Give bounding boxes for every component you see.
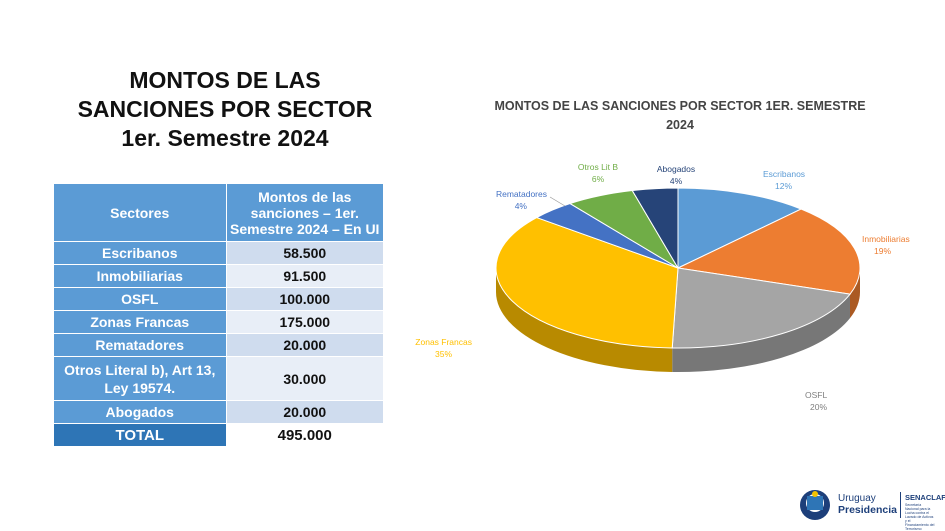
total-value: 495.000 bbox=[226, 424, 383, 446]
header-amount-line: Semestre 2024 – En UI bbox=[230, 220, 380, 237]
pie-slice-side bbox=[672, 294, 850, 372]
table-row: Inmobiliarias 91.500 bbox=[54, 265, 383, 287]
sector-cell: Zonas Francas bbox=[54, 311, 226, 333]
slide-title: MONTOS DE LAS SANCIONES POR SECTOR 1er. … bbox=[60, 66, 390, 153]
sector-cell: Rematadores bbox=[54, 334, 226, 356]
amount-cell: 100.000 bbox=[226, 288, 383, 310]
slide-title-line: SANCIONES POR SECTOR bbox=[77, 96, 373, 122]
sector-cell: Inmobiliarias bbox=[54, 265, 226, 287]
pie-label-category: Escribanos bbox=[763, 169, 805, 179]
pie-label-category: Rematadores bbox=[496, 189, 547, 199]
header-amount-line: sanciones – 1er. bbox=[250, 204, 359, 221]
table-row: Abogados 20.000 bbox=[54, 401, 383, 423]
slide-title-line: MONTOS DE LAS bbox=[129, 67, 321, 93]
pie-leader-line bbox=[549, 196, 566, 207]
logo-senaclaft-subtitle: Secretaría Nacional para la Lucha contra… bbox=[905, 503, 935, 531]
header-amount: Montos de las sanciones – 1er. Semestre … bbox=[226, 184, 383, 241]
sector-cell: Escribanos bbox=[54, 242, 226, 264]
header-sector: Sectores bbox=[54, 184, 226, 241]
chart-title-line: 2024 bbox=[666, 118, 694, 132]
amount-cell: 91.500 bbox=[226, 265, 383, 287]
pie-label-percent: 6% bbox=[592, 174, 605, 184]
pie-slice-side bbox=[496, 268, 673, 372]
total-row: TOTAL 495.000 bbox=[54, 424, 383, 446]
logo-divider bbox=[900, 492, 901, 518]
pie-label-category: Zonas Francas bbox=[415, 337, 472, 347]
sector-cell: Otros Literal b), Art 13, Ley 19574. bbox=[54, 357, 226, 400]
pie-slice-escribanos bbox=[677, 187, 803, 269]
pie-chart: Escribanos 12% Inmobiliarias 19% OSFL 20% Zona… bbox=[415, 162, 910, 412]
pie-label-percent: 4% bbox=[515, 201, 528, 211]
slide-title-line: 1er. Semestre 2024 bbox=[121, 125, 329, 151]
pie-label-category: Inmobiliarias bbox=[862, 234, 910, 244]
pie-label-category: OSFL bbox=[805, 390, 827, 400]
amount-cell: 30.000 bbox=[226, 357, 383, 400]
pie-slice-osfl bbox=[671, 267, 851, 349]
chart-title: MONTOS DE LAS SANCIONES POR SECTOR 1ER. … bbox=[480, 97, 880, 135]
logo-senaclaft: SENACLAFT bbox=[905, 493, 945, 502]
pie-label-category: Otros Lit B bbox=[578, 162, 618, 172]
presidencia-logo: Uruguay Presidencia SENACLAFT Secretaría… bbox=[795, 486, 945, 531]
pie-label-percent: 19% bbox=[874, 246, 891, 256]
coat-of-arms-icon bbox=[800, 490, 830, 520]
pie-label-category: Abogados bbox=[657, 164, 695, 174]
logo-presidencia: Presidencia bbox=[838, 504, 897, 516]
pie-slice-zonas-francas bbox=[495, 217, 679, 349]
table-row: OSFL 100.000 bbox=[54, 288, 383, 310]
logo-uruguay: Uruguay bbox=[838, 493, 876, 504]
amount-cell: 20.000 bbox=[226, 401, 383, 423]
pie-slice-side bbox=[849, 268, 860, 319]
chart-title-line: MONTOS DE LAS SANCIONES POR SECTOR 1ER. … bbox=[494, 99, 866, 113]
table-row: Rematadores 20.000 bbox=[54, 334, 383, 356]
pie-label-percent: 12% bbox=[775, 181, 792, 191]
table-row: Escribanos 58.500 bbox=[54, 242, 383, 264]
table-row: Zonas Francas 175.000 bbox=[54, 311, 383, 333]
pie-label-percent: 4% bbox=[670, 176, 683, 186]
total-label: TOTAL bbox=[54, 424, 226, 446]
pie-label-percent: 20% bbox=[810, 402, 827, 412]
pie-label-percent: 35% bbox=[435, 349, 452, 359]
sector-cell: OSFL bbox=[54, 288, 226, 310]
pie-side-walls bbox=[496, 268, 860, 372]
amount-cell: 58.500 bbox=[226, 242, 383, 264]
amount-cell: 20.000 bbox=[226, 334, 383, 356]
sanctions-table: Sectores Montos de las sanciones – 1er. … bbox=[53, 183, 384, 447]
table-row: Otros Literal b), Art 13, Ley 19574. 30.… bbox=[54, 357, 383, 400]
pie-slice-inmobiliarias bbox=[676, 208, 861, 295]
header-amount-line: Montos de las bbox=[258, 188, 352, 205]
amount-cell: 175.000 bbox=[226, 311, 383, 333]
pie-slice-abogados bbox=[631, 187, 679, 270]
sector-cell: Abogados bbox=[54, 401, 226, 423]
